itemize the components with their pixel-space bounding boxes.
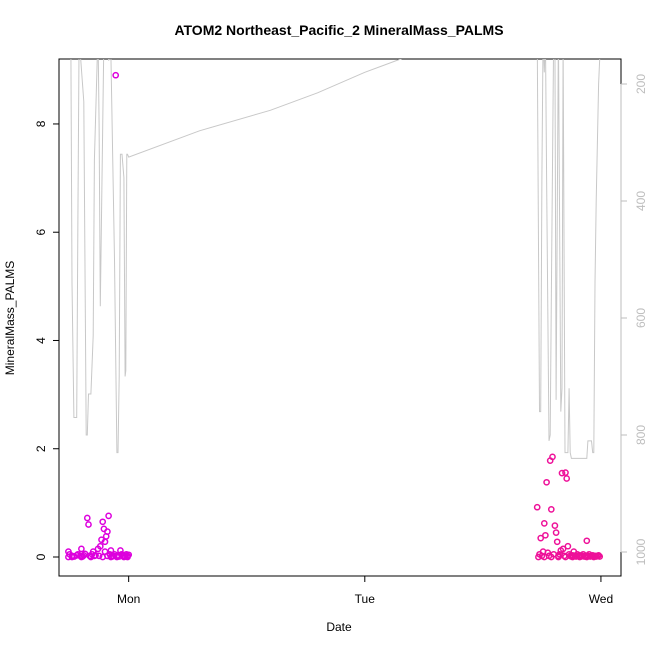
data-point bbox=[99, 518, 107, 526]
data-point bbox=[78, 545, 85, 553]
y2-tick-label: 400 bbox=[634, 191, 648, 211]
data-point bbox=[83, 514, 91, 522]
y-tick-label: 0 bbox=[34, 553, 48, 560]
data-point bbox=[558, 469, 566, 477]
plot-frame bbox=[58, 58, 622, 577]
data-point bbox=[107, 547, 115, 554]
x-tick-label: Tue bbox=[355, 592, 376, 606]
data-point bbox=[533, 503, 541, 511]
data-point bbox=[99, 553, 107, 561]
y2-axis: 200 400 600 800 1000 bbox=[620, 74, 648, 565]
data-point bbox=[95, 552, 103, 560]
data-point bbox=[65, 553, 72, 561]
y2-tick-label: 600 bbox=[634, 308, 648, 328]
data-point bbox=[562, 469, 569, 476]
data-point bbox=[564, 542, 572, 550]
data-point bbox=[107, 553, 115, 561]
data-point bbox=[549, 453, 556, 461]
data-point bbox=[105, 512, 112, 520]
data-point bbox=[78, 553, 85, 561]
y-axis-label: MineralMass_PALMS bbox=[3, 261, 17, 375]
y-axis: 0 2 4 6 8 bbox=[34, 120, 60, 560]
y-tick-label: 2 bbox=[34, 445, 48, 452]
data-point bbox=[117, 547, 124, 554]
x-tick-label: Mon bbox=[117, 592, 140, 606]
data-point bbox=[563, 475, 571, 482]
data-point bbox=[112, 71, 120, 79]
data-point bbox=[68, 553, 76, 561]
data-point bbox=[542, 531, 549, 539]
data-point bbox=[537, 534, 545, 542]
y-tick-label: 6 bbox=[34, 229, 48, 236]
data-point bbox=[552, 529, 560, 536]
data-point bbox=[551, 522, 559, 529]
y2-tick-label: 800 bbox=[634, 425, 648, 445]
data-point bbox=[555, 553, 562, 561]
data-point bbox=[547, 553, 555, 561]
data-point bbox=[96, 542, 104, 550]
data-point bbox=[583, 553, 591, 561]
data-point bbox=[590, 553, 598, 561]
x-tick-label: Wed bbox=[589, 592, 613, 606]
right-axis-line bbox=[70, 59, 601, 459]
x-axis: Mon Tue Wed bbox=[117, 575, 613, 606]
data-point bbox=[544, 549, 552, 557]
data-point bbox=[569, 553, 576, 561]
chart-title: ATOM2 Northeast_Pacific_2 MineralMass_PA… bbox=[174, 22, 503, 38]
depth-line bbox=[70, 59, 601, 459]
data-point bbox=[583, 537, 591, 545]
x-axis-label: Date bbox=[326, 620, 352, 634]
data-point bbox=[576, 553, 584, 561]
data-point bbox=[559, 545, 567, 553]
y-tick-label: 8 bbox=[34, 120, 48, 127]
data-point bbox=[124, 553, 131, 561]
data-point bbox=[547, 506, 555, 513]
data-point bbox=[562, 553, 569, 561]
data-point bbox=[87, 553, 95, 561]
y2-tick-label: 1000 bbox=[634, 538, 648, 565]
data-point bbox=[113, 553, 121, 561]
y-tick-label: 4 bbox=[34, 337, 48, 344]
data-point bbox=[553, 538, 561, 546]
data-point bbox=[85, 521, 92, 528]
data-point bbox=[104, 528, 111, 535]
data-point bbox=[543, 478, 550, 486]
y2-tick-label: 200 bbox=[634, 74, 648, 94]
data-point bbox=[540, 520, 548, 527]
data-point bbox=[540, 553, 548, 561]
scatter-points bbox=[65, 71, 604, 561]
data-point bbox=[120, 553, 128, 561]
